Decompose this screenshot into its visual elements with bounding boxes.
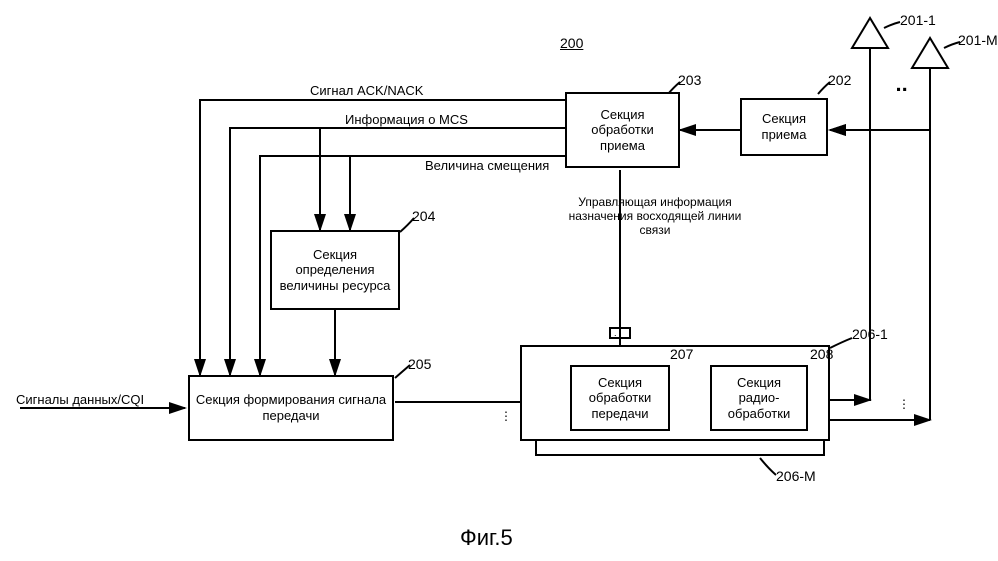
svg-text:. .: . .	[897, 81, 906, 93]
antenna-M-label: 201-M	[958, 32, 998, 48]
block-204-num: 204	[412, 208, 435, 224]
block-208-num: 208	[810, 346, 833, 362]
block-206-M-num: 206-M	[776, 468, 816, 484]
signal-ack: Сигнал ACK/NACK	[310, 83, 423, 98]
signal-mcs: Информация о MCS	[345, 112, 468, 127]
antenna-1-label: 201-1	[900, 12, 936, 28]
block-207: Секция обработки передачи	[570, 365, 670, 431]
svg-text:⋮: ⋮	[500, 409, 512, 423]
block-202-num: 202	[828, 72, 851, 88]
svg-text:. .: . .	[614, 328, 622, 338]
figure-caption: Фиг.5	[460, 525, 513, 551]
signal-ctrl: Управляющая информация назначения восход…	[555, 195, 755, 237]
figure-number: 200	[560, 35, 583, 51]
block-204: Секция определения величины ресурса	[270, 230, 400, 310]
block-202: Секция приема	[740, 98, 828, 156]
svg-text:⋮: ⋮	[898, 397, 910, 411]
block-203-text: Секция обработки приема	[571, 107, 674, 154]
block-202-text: Секция приема	[746, 111, 822, 142]
signal-offset: Величина смещения	[425, 158, 549, 173]
block-206-1-num: 206-1	[852, 326, 888, 342]
block-207-text: Секция обработки передачи	[576, 375, 664, 422]
signal-input: Сигналы данных/CQI	[16, 392, 144, 407]
block-205-text: Секция формирования сигнала передачи	[194, 392, 388, 423]
block-208-text: Секция радио-обработки	[716, 375, 802, 422]
block-205-num: 205	[408, 356, 431, 372]
block-208: Секция радио-обработки	[710, 365, 808, 431]
block-203: Секция обработки приема	[565, 92, 680, 168]
block-205: Секция формирования сигнала передачи	[188, 375, 394, 441]
block-204-text: Секция определения величины ресурса	[276, 247, 394, 294]
block-203-num: 203	[678, 72, 701, 88]
signal-ctrl-text: Управляющая информация назначения восход…	[569, 195, 742, 237]
block-207-num: 207	[670, 346, 693, 362]
